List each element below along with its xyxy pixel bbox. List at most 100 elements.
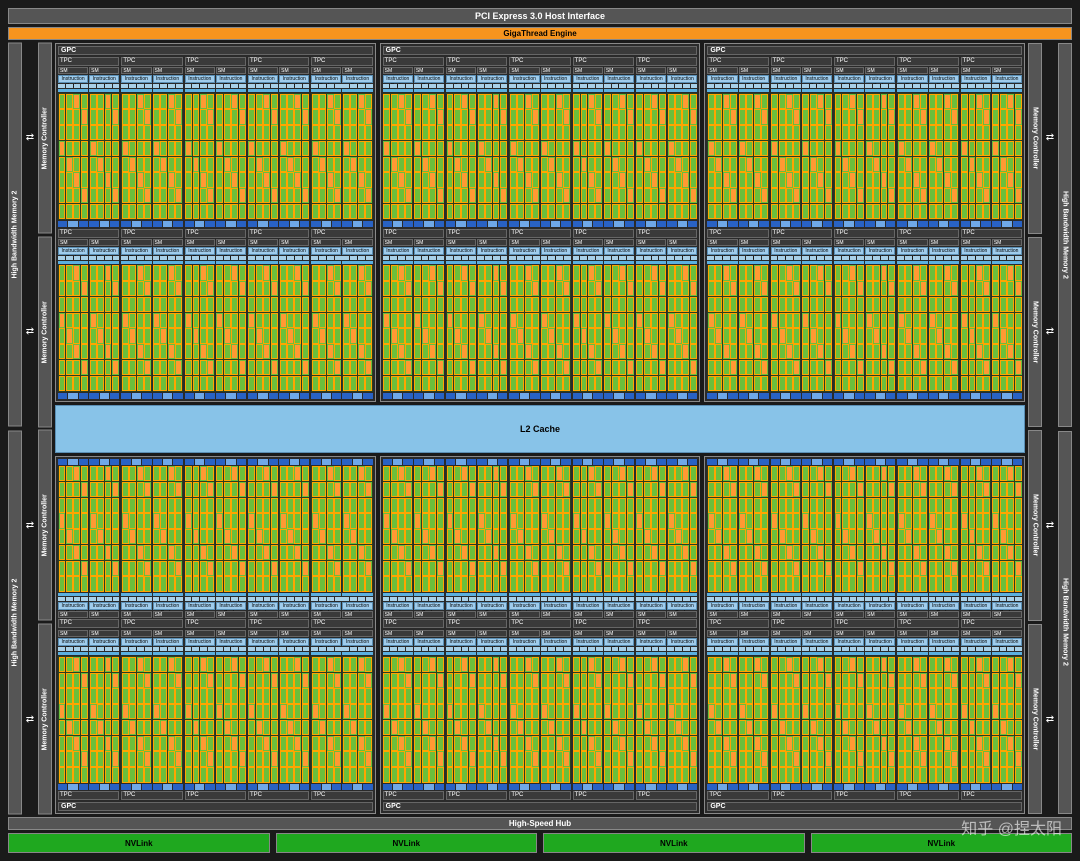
instruction-cache: Instruction Cache <box>89 75 119 83</box>
instruction-cache: Instruction Cache <box>992 602 1022 610</box>
core-grid <box>311 466 341 593</box>
ldst-units <box>414 784 444 790</box>
core-grid <box>446 93 476 220</box>
core-grid <box>541 93 571 220</box>
sm: SMInstruction Cache <box>121 630 151 790</box>
dispatch-row <box>279 256 309 260</box>
instruction-cache: Instruction Cache <box>509 602 539 610</box>
sm-label: SM <box>992 611 1022 618</box>
sm-pair: SMInstruction CacheSMInstruction Cache <box>636 67 697 227</box>
register-file <box>311 261 341 264</box>
dispatch-row <box>992 647 1022 651</box>
core-grid <box>383 93 413 220</box>
core-grid <box>477 656 507 783</box>
sm-label: SM <box>771 611 801 618</box>
tpc: TPCSMInstruction CacheSMInstruction Cach… <box>248 229 309 399</box>
tpc-label: TPC <box>897 791 958 800</box>
core-grid <box>865 93 895 220</box>
tpc-label: TPC <box>383 229 444 238</box>
hbm-col-right: High Bandwidth Memory 2 High Bandwidth M… <box>1058 43 1072 814</box>
ldst-units <box>739 784 769 790</box>
register-file <box>58 593 88 596</box>
tpc-label: TPC <box>509 791 570 800</box>
core-grid <box>58 265 88 392</box>
sm-label: SM <box>834 67 864 74</box>
sm-label: SM <box>121 630 151 637</box>
dispatch-row <box>541 597 571 601</box>
sm: SMInstruction Cache <box>311 630 341 790</box>
sm-label: SM <box>802 67 832 74</box>
sm-label: SM <box>311 630 341 637</box>
dispatch-row <box>446 647 476 651</box>
register-file <box>477 261 507 264</box>
sm-label: SM <box>802 239 832 246</box>
register-file <box>216 261 246 264</box>
sm: SMInstruction Cache <box>414 67 444 227</box>
sm: Instruction CacheSM <box>604 459 634 619</box>
core-grid <box>311 265 341 392</box>
dispatch-row <box>279 597 309 601</box>
register-file <box>477 652 507 655</box>
sm: SMInstruction Cache <box>311 67 341 227</box>
instruction-cache: Instruction Cache <box>121 247 151 255</box>
conn-arrows: ⇄ <box>25 624 35 814</box>
sm-label: SM <box>89 630 119 637</box>
register-file <box>992 261 1022 264</box>
core-grid <box>636 93 666 220</box>
sm-pair: SMInstruction CacheSMInstruction Cache <box>248 630 309 790</box>
instruction-cache: Instruction Cache <box>865 602 895 610</box>
core-grid <box>992 93 1022 220</box>
dispatch-row <box>342 256 372 260</box>
sm-label: SM <box>121 611 151 618</box>
sm: Instruction CacheSM <box>771 459 801 619</box>
sm-label: SM <box>961 611 991 618</box>
sm: SMInstruction Cache <box>739 67 769 227</box>
dispatch-row <box>707 647 737 651</box>
sm-pair: Instruction CacheSMInstruction CacheSM <box>446 459 507 619</box>
ldst-units <box>414 459 444 465</box>
sm-label: SM <box>541 239 571 246</box>
core-grid <box>771 265 801 392</box>
tpc: TPCSMInstruction CacheSMInstruction Cach… <box>573 229 634 399</box>
sm: SMInstruction Cache <box>185 67 215 227</box>
instruction-cache: Instruction Cache <box>383 602 413 610</box>
ldst-units <box>446 459 476 465</box>
dispatch-row <box>636 84 666 88</box>
tpc-label: TPC <box>509 57 570 66</box>
conn-arrows: ⇄ <box>1045 43 1055 233</box>
sm-label: SM <box>541 67 571 74</box>
ldst-units <box>865 221 895 227</box>
register-file <box>604 652 634 655</box>
tpc-label: TPC <box>58 619 119 628</box>
dispatch-row <box>802 647 832 651</box>
dispatch-row <box>573 647 603 651</box>
register-file <box>897 652 927 655</box>
tpc: Instruction CacheSMInstruction CacheSMTP… <box>897 459 958 629</box>
gpc: Instruction CacheSMInstruction CacheSMTP… <box>704 456 1025 815</box>
instruction-cache: Instruction Cache <box>279 247 309 255</box>
core-grid <box>248 93 278 220</box>
center-column: GPCTPCSMInstruction CacheSMInstruction C… <box>55 43 1025 814</box>
dispatch-row <box>185 647 215 651</box>
ldst-units <box>636 393 666 399</box>
core-grid <box>342 656 372 783</box>
instruction-cache: Instruction Cache <box>636 602 666 610</box>
sm-label: SM <box>802 611 832 618</box>
dispatch-row <box>636 647 666 651</box>
sm: SMInstruction Cache <box>185 630 215 790</box>
sm-label: SM <box>342 67 372 74</box>
tpc-label: TPC <box>771 619 832 628</box>
instruction-cache: Instruction Cache <box>279 75 309 83</box>
ldst-units <box>992 393 1022 399</box>
core-grid <box>739 466 769 593</box>
register-file <box>992 89 1022 92</box>
sm: Instruction CacheSM <box>992 459 1022 619</box>
core-grid <box>604 93 634 220</box>
sm-pair: SMInstruction CacheSMInstruction Cache <box>573 67 634 227</box>
core-grid <box>739 265 769 392</box>
instruction-cache: Instruction Cache <box>58 247 88 255</box>
ldst-units <box>509 393 539 399</box>
register-file <box>739 89 769 92</box>
sm: Instruction CacheSM <box>739 459 769 619</box>
core-grid <box>929 93 959 220</box>
